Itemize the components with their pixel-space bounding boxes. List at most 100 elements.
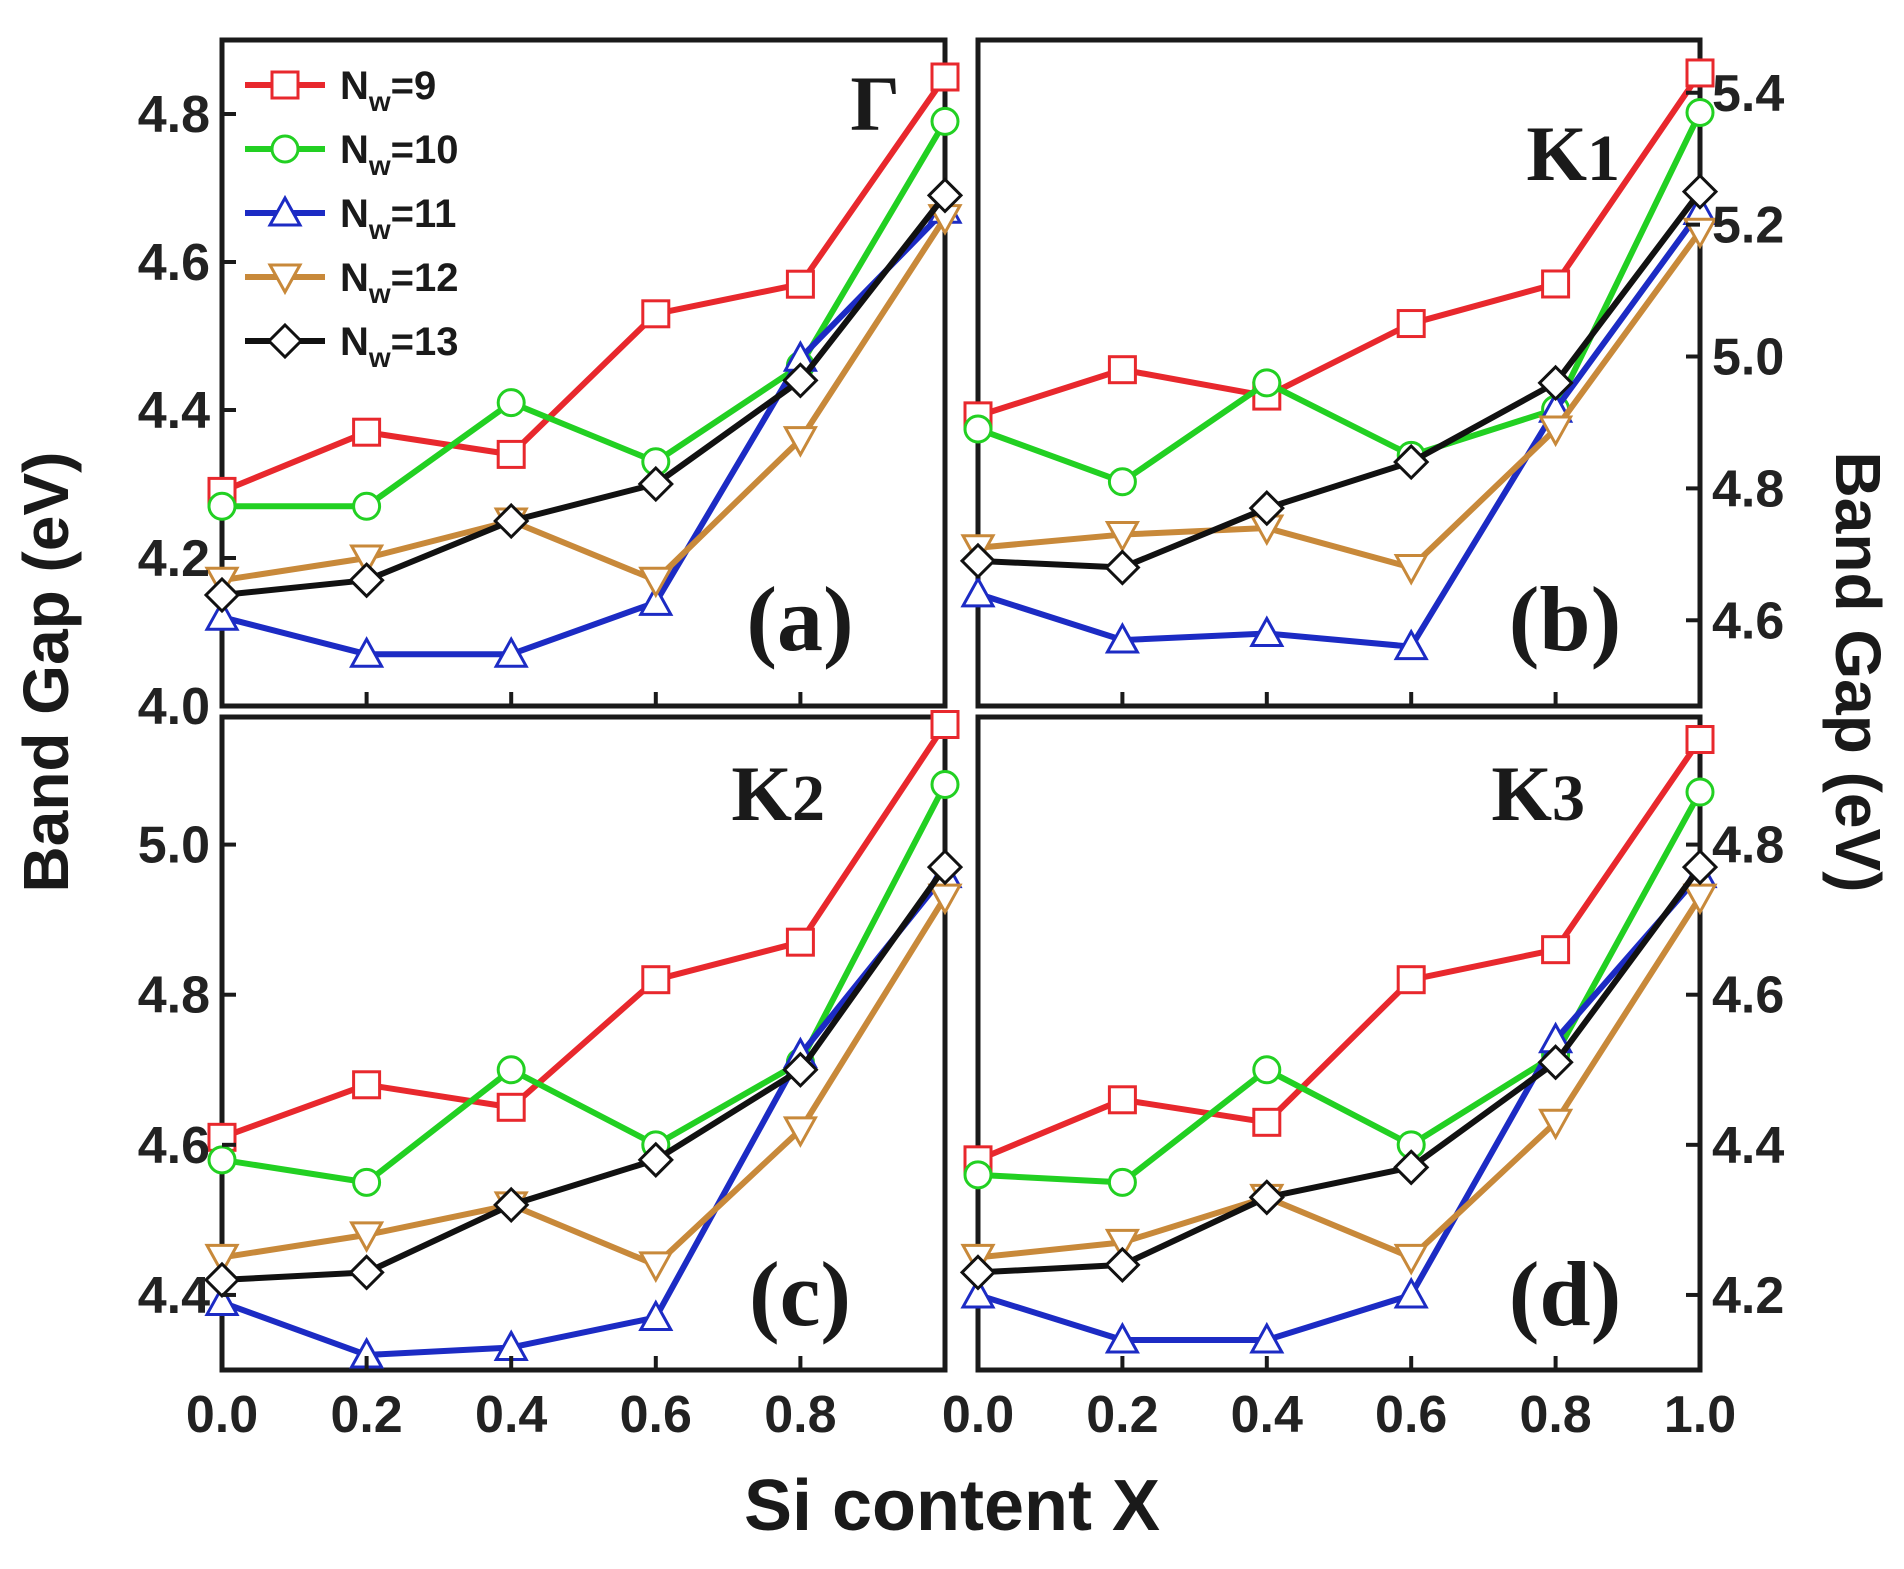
y-tick-label: 4.6 — [1712, 592, 1784, 650]
data-point — [496, 439, 526, 469]
panel-b: 4.6 4.8 5.0 5.2 5.4 K1 (b) — [959, 37, 1784, 709]
data-point — [959, 542, 997, 580]
data-point — [1396, 309, 1426, 339]
series-line — [977, 189, 1703, 571]
series-Nw=13 — [203, 848, 964, 1299]
data-point — [1104, 621, 1140, 654]
data-point — [207, 1145, 237, 1175]
data-point — [1681, 848, 1719, 886]
data-point — [930, 710, 960, 740]
panel-c: 4.4 4.6 4.8 5.0 0.0 0.2 0.4 0.6 0.8 K2 (c) — [138, 710, 964, 1444]
data-point — [204, 599, 240, 631]
data-point — [960, 575, 996, 608]
series-Nw=12 — [204, 883, 963, 1284]
data-point — [1107, 467, 1137, 497]
data-point — [349, 544, 385, 577]
data-point — [1681, 173, 1719, 210]
y-tick-label: 4.6 — [138, 1117, 210, 1175]
y-tick-label: 4.6 — [1712, 967, 1784, 1025]
series-Nw=13 — [203, 177, 964, 614]
data-point — [1248, 1179, 1285, 1216]
data-point — [1107, 355, 1137, 385]
series-line — [977, 872, 1703, 1343]
panel-d-frame — [975, 714, 1703, 1373]
data-point — [1685, 98, 1715, 128]
data-point — [352, 1070, 382, 1100]
x-tick-label: 0.2 — [330, 1386, 402, 1444]
panel-c-frame — [219, 714, 948, 1373]
data-point — [1104, 1321, 1140, 1354]
panel-d-tag: (d) — [1509, 1243, 1621, 1345]
series-Nw=10 — [207, 770, 960, 1197]
legend-label: Nw=12 — [340, 256, 459, 309]
legend-entry: Nw=12 — [245, 256, 459, 309]
data-point — [1541, 269, 1571, 299]
data-point — [352, 491, 382, 521]
data-point — [785, 927, 815, 957]
data-point — [204, 1284, 240, 1316]
x-tick-label: 1.0 — [1664, 1386, 1736, 1444]
legend-marker — [267, 194, 303, 227]
data-point — [638, 566, 674, 599]
panels-layer: 4.04.24.44.64.8 Γ(a) 4.64.85.05.25.4K1(b)4… — [138, 37, 1784, 1444]
data-point — [493, 1186, 530, 1223]
data-point — [926, 848, 964, 886]
data-point — [348, 1254, 385, 1291]
data-point — [352, 1167, 382, 1197]
data-point — [1393, 1149, 1430, 1186]
legend-entry: Nw=9 — [245, 64, 436, 117]
x-tick-label: 0.8 — [1519, 1386, 1591, 1444]
data-point — [203, 1261, 241, 1299]
y-tick-label: 4.8 — [1712, 460, 1784, 518]
data-point — [637, 465, 674, 503]
legend-entry: Nw=11 — [245, 192, 456, 245]
panel-c-tag: (c) — [749, 1243, 851, 1345]
data-point — [1252, 1055, 1282, 1085]
data-point — [960, 1276, 996, 1309]
series-line — [221, 895, 948, 1268]
y-tick-label: 4.4 — [138, 382, 210, 440]
data-point — [1252, 1107, 1282, 1137]
data-point — [1538, 415, 1574, 448]
data-point — [959, 1254, 997, 1291]
data-point — [1393, 1276, 1429, 1309]
series-Nw=9 — [963, 58, 1715, 431]
x-tick-label: 0.2 — [1086, 1386, 1158, 1444]
data-point — [207, 491, 237, 521]
panel-a: 4.0 4.2 4.4 4.6 4.8 Γ (a) — [138, 37, 964, 736]
x-tick-label: 0.8 — [764, 1386, 836, 1444]
data-point — [1537, 1044, 1574, 1081]
series-Nw=13 — [959, 848, 1719, 1291]
legend-marker — [267, 263, 303, 296]
data-point — [1104, 549, 1141, 586]
data-point — [349, 1221, 385, 1253]
series-line — [976, 111, 1703, 485]
data-point — [1538, 1108, 1574, 1141]
data-point — [493, 502, 530, 540]
data-point — [348, 562, 385, 599]
legend-label: Nw=10 — [340, 128, 459, 181]
data-point — [641, 965, 671, 995]
data-point — [1393, 443, 1430, 481]
legend-marker — [266, 322, 304, 360]
series-line — [221, 215, 948, 584]
data-point — [493, 636, 529, 668]
data-point — [496, 1055, 526, 1085]
data-point — [637, 1141, 674, 1178]
panel-b-symbol: K1 — [1526, 110, 1620, 197]
data-point — [1249, 1321, 1285, 1354]
panel-a-symbol: Γ — [850, 60, 900, 147]
legend-label: Nw=13 — [340, 320, 459, 373]
data-point — [638, 1299, 674, 1331]
data-point — [1393, 1243, 1429, 1276]
series-line — [977, 865, 1703, 1276]
series-line — [220, 872, 948, 1358]
data-point — [1107, 1167, 1137, 1197]
data-point — [1537, 364, 1574, 402]
data-point — [1107, 1085, 1137, 1115]
data-point — [930, 106, 960, 136]
data-point — [1249, 615, 1285, 647]
series-line — [220, 722, 948, 1141]
legend-entry: Nw=10 — [245, 128, 459, 181]
data-point — [782, 362, 819, 399]
